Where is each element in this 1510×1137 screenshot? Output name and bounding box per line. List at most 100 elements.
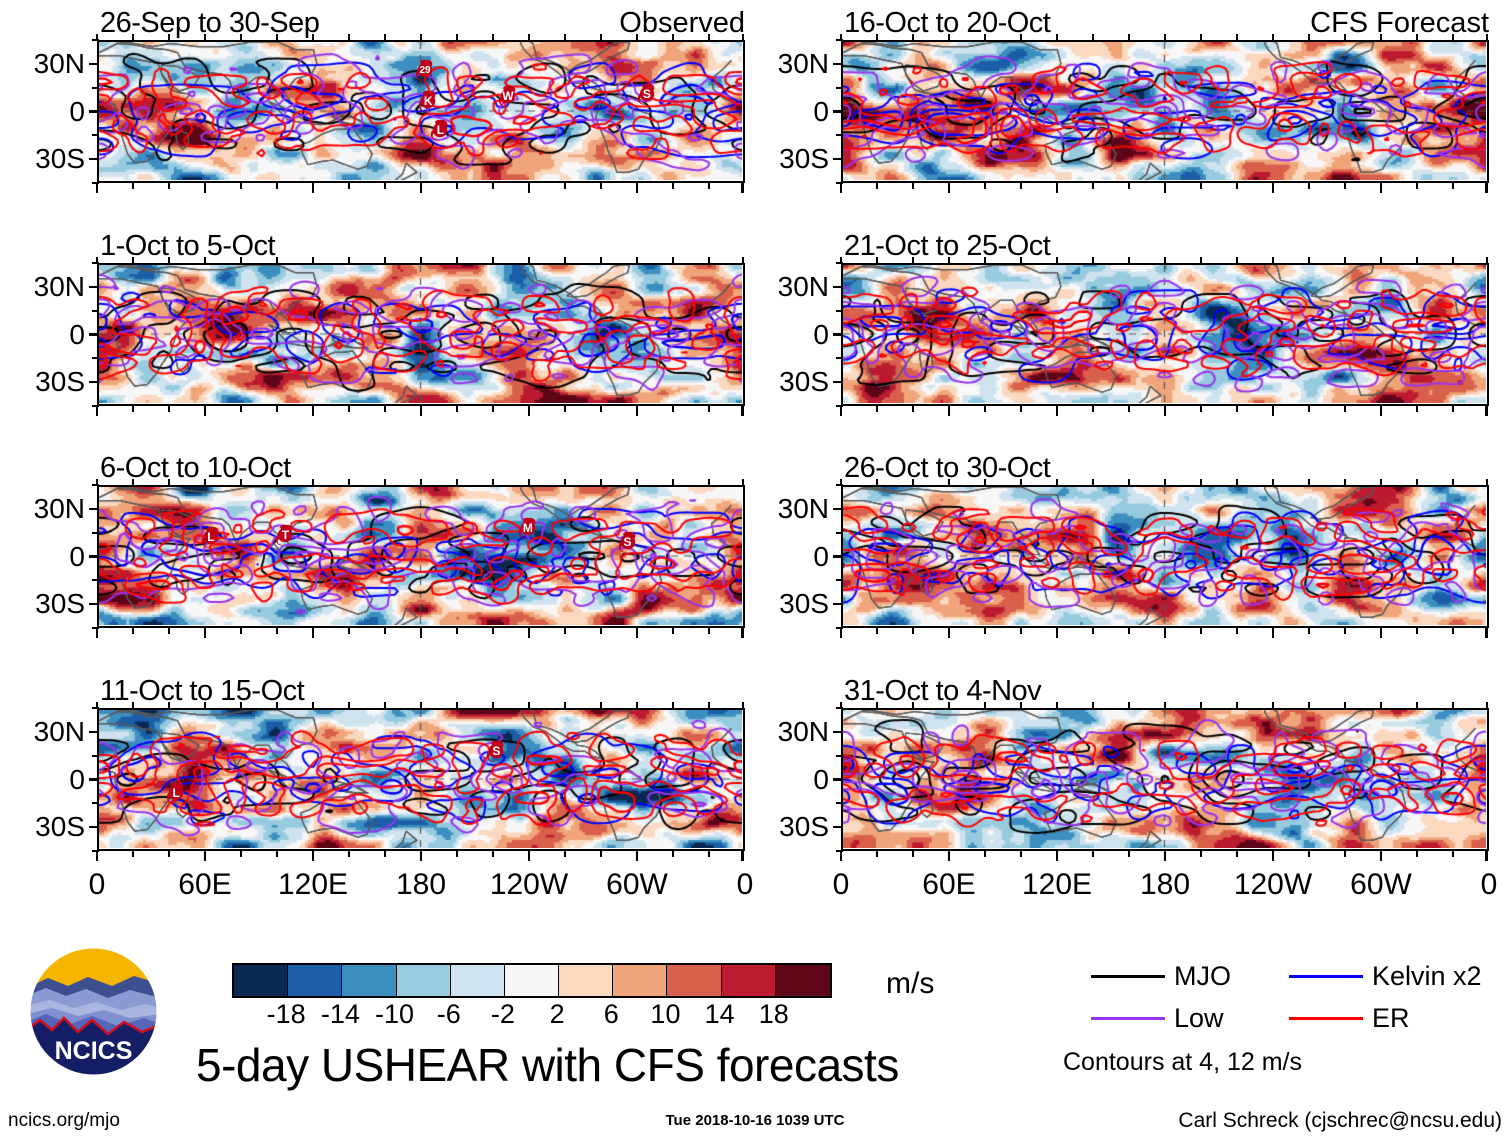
- x-axis-minor-tick-top: [384, 702, 386, 709]
- y-axis-tick-label: 0: [813, 540, 829, 572]
- x-axis-minor-tick-top: [1020, 479, 1022, 486]
- colorbar-tick-label: -2: [490, 999, 515, 1029]
- x-axis-minor-tick: [1272, 405, 1274, 412]
- x-axis-minor-tick: [240, 405, 242, 412]
- y-axis-minor-tick: [92, 754, 99, 757]
- x-axis-minor-tick: [312, 850, 314, 857]
- y-axis-tick-label: 30N: [777, 47, 829, 79]
- legend-label: MJO: [1174, 961, 1231, 991]
- y-axis-tick-label: 30S: [35, 366, 85, 398]
- y-axis-minor-tick: [836, 484, 843, 486]
- storm-label: M: [522, 521, 533, 536]
- colorbar-swatch-3: [396, 965, 451, 996]
- y-axis-minor-tick: [92, 110, 99, 113]
- storm-label: L: [207, 529, 215, 544]
- y-axis-tick-label: 30S: [779, 143, 829, 175]
- x-axis-minor-tick: [1020, 850, 1022, 857]
- x-axis-minor-tick-top: [384, 479, 386, 486]
- y-axis-tick-label: 30N: [33, 492, 85, 524]
- x-axis-minor-tick-top: [348, 702, 350, 709]
- y-axis-tick-label: 0: [69, 763, 85, 795]
- x-axis-minor-tick: [96, 627, 98, 634]
- x-axis-minor-tick: [912, 405, 914, 412]
- x-axis-minor-tick-top: [312, 257, 314, 264]
- x-axis-minor-tick: [1092, 182, 1094, 189]
- x-axis-minor-tick-top: [1416, 479, 1418, 486]
- x-axis-minor-tick-top: [1128, 257, 1130, 264]
- x-axis-minor-tick-top: [1452, 34, 1454, 41]
- x-axis-minor-tick: [984, 182, 986, 189]
- x-axis-minor-tick-top: [1272, 257, 1274, 264]
- x-axis-minor-tick: [384, 405, 386, 412]
- x-axis-minor-tick-top: [276, 34, 278, 41]
- x-axis-minor-tick-top: [312, 479, 314, 486]
- x-axis-minor-tick: [1020, 405, 1022, 412]
- footer-author: Carl Schreck (cjschrec@ncsu.edu): [1178, 1109, 1502, 1132]
- x-axis-minor-tick: [984, 850, 986, 857]
- y-axis-minor-tick: [836, 850, 843, 852]
- x-axis-minor-tick-top: [276, 257, 278, 264]
- shear-field-map: [843, 265, 1486, 403]
- shear-field-map: [99, 487, 742, 625]
- storm-label: L: [436, 123, 445, 138]
- y-axis-minor-tick: [836, 309, 843, 312]
- colorbar-tick-label: -14: [320, 999, 360, 1029]
- x-axis-minor-tick-top: [1200, 257, 1202, 264]
- x-axis-minor-tick: [742, 182, 744, 189]
- x-axis-minor-tick-top: [984, 34, 986, 41]
- x-axis-minor-tick-top: [1236, 34, 1238, 41]
- x-axis-tick-label: 120W: [1233, 868, 1313, 901]
- x-axis-minor-tick: [840, 627, 842, 634]
- colorbar-tick-label: -18: [266, 999, 306, 1029]
- colorbar-swatch-0: [234, 965, 289, 996]
- x-axis-minor-tick-top: [240, 34, 242, 41]
- x-axis-minor-tick-top: [348, 257, 350, 264]
- x-axis-minor-tick-top: [240, 702, 242, 709]
- x-axis-minor-tick-top: [1056, 257, 1058, 264]
- shear-field-map: [843, 42, 1486, 180]
- colorbar-swatch-6: [559, 965, 614, 996]
- x-axis-minor-tick-top: [876, 34, 878, 41]
- storm-label: K: [423, 93, 433, 108]
- x-axis-minor-tick-top: [96, 257, 98, 264]
- x-axis-minor-tick: [420, 405, 422, 412]
- y-axis-minor-tick: [836, 754, 843, 757]
- x-axis-minor-tick-top: [742, 257, 744, 264]
- x-axis-minor-tick-top: [708, 702, 710, 709]
- x-axis-minor-tick: [1416, 627, 1418, 634]
- x-axis-minor-tick-top: [840, 702, 842, 709]
- x-axis-minor-tick-top: [528, 702, 530, 709]
- x-axis-minor-tick: [708, 850, 710, 857]
- x-axis-minor-tick: [132, 850, 134, 857]
- x-axis-minor-tick: [420, 627, 422, 634]
- x-axis-tick-label: 0: [736, 868, 754, 901]
- x-axis-minor-tick-top: [1272, 34, 1274, 41]
- y-axis-minor-tick: [92, 802, 99, 805]
- y-axis-minor-tick: [836, 62, 843, 65]
- x-axis-minor-tick-top: [312, 702, 314, 709]
- x-axis-minor-tick: [1272, 182, 1274, 189]
- storm-label: S: [642, 86, 651, 101]
- x-axis-tick-label: 0: [1480, 868, 1498, 901]
- y-axis-minor-tick: [836, 405, 843, 407]
- footer-website[interactable]: ncics.org/mjo: [8, 1110, 120, 1131]
- x-axis-minor-tick-top: [420, 479, 422, 486]
- x-axis-minor-tick-top: [840, 34, 842, 41]
- x-axis-minor-tick-top: [636, 257, 638, 264]
- x-axis-minor-tick: [1236, 405, 1238, 412]
- x-axis-minor-tick-top: [1308, 257, 1310, 264]
- x-axis-minor-tick-top: [1486, 479, 1488, 486]
- x-axis-minor-tick: [1416, 182, 1418, 189]
- y-axis-minor-tick: [836, 507, 843, 510]
- x-axis-minor-tick-top: [984, 479, 986, 486]
- x-axis-minor-tick: [564, 182, 566, 189]
- colorbar-tick-label: 6: [603, 999, 619, 1029]
- x-axis-minor-tick: [492, 850, 494, 857]
- x-axis-minor-tick-top: [1164, 702, 1166, 709]
- y-axis-minor-tick: [92, 285, 99, 288]
- y-axis-minor-tick: [836, 555, 843, 558]
- x-axis-tick-label: 180: [395, 868, 447, 901]
- y-axis-tick-label: 0: [69, 95, 85, 127]
- x-axis-minor-tick-top: [1308, 479, 1310, 486]
